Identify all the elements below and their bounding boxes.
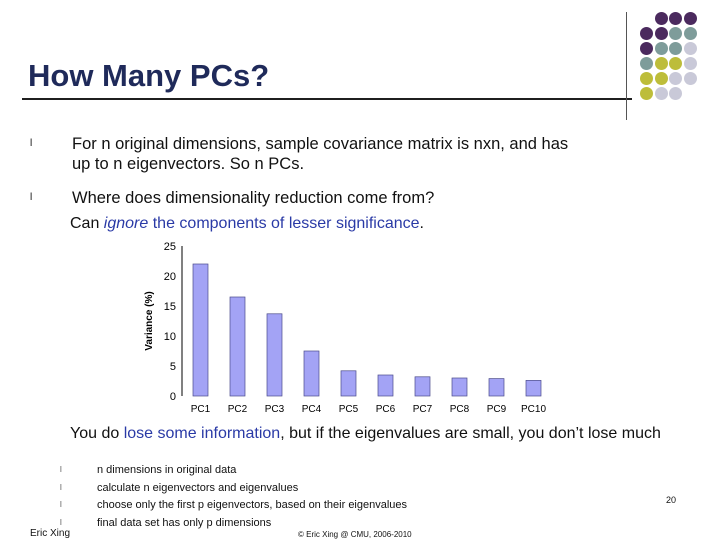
decorative-vertical-rule (626, 12, 627, 120)
x-tick-label: PC10 (521, 404, 546, 415)
note-rest: , but if the eigenvalues are small, you … (280, 425, 661, 442)
footer-copyright: © Eric Xing @ CMU, 2006-2010 (298, 530, 412, 539)
decorative-dot (654, 42, 668, 55)
x-tick-label: PC4 (302, 404, 322, 415)
y-tick-label: 10 (164, 331, 176, 343)
decorative-dot (640, 27, 653, 40)
decorative-dot (683, 42, 697, 55)
bullet-1: l For n original dimensions, sample cova… (30, 134, 670, 174)
bullet-marker: l (60, 482, 62, 492)
bar-pc1 (192, 263, 209, 397)
decorative-dot (683, 12, 697, 25)
step-text: final data set has only p dimensions (97, 516, 272, 529)
slide-title: How Many PCs? (28, 58, 270, 93)
decorative-dot (669, 72, 682, 85)
x-tick-label: PC7 (413, 404, 433, 415)
decorative-dot (669, 27, 682, 40)
bullet-marker: l (60, 517, 62, 527)
bullet-marker: l (30, 192, 33, 203)
decorative-dot (640, 87, 653, 100)
information-loss-note: You do lose some information, but if the… (70, 424, 670, 443)
title-underline (22, 98, 632, 100)
bullet-marker: l (60, 500, 62, 509)
decorative-dot (683, 72, 697, 85)
note-highlight: lose some information (123, 425, 281, 442)
x-tick-label: PC1 (191, 404, 211, 415)
y-axis-label: Variance (%) (144, 291, 155, 350)
decorative-dot (654, 27, 668, 40)
y-tick-label: 0 (170, 391, 176, 403)
bar-pc4 (303, 350, 320, 397)
bar-pc6 (377, 374, 394, 397)
x-tick-label: PC2 (228, 404, 248, 415)
bullet-marker: l (60, 465, 62, 474)
x-tick-label: PC3 (265, 404, 285, 415)
variance-bar-chart: 0 5 10 15 20 25 Variance (%) PC1 PC2 PC3 PC4 PC5 PC6… (144, 241, 546, 415)
bar-pc10 (525, 380, 542, 397)
footer-author: Eric Xing (30, 528, 71, 539)
y-tick-label: 25 (164, 241, 176, 253)
sub-point-prefix: Can (70, 215, 104, 232)
sub-point-ignore: ignore (103, 215, 149, 232)
decorative-dot-grid (640, 12, 720, 108)
bar-pc2 (229, 296, 246, 397)
decorative-dot (683, 57, 697, 70)
decorative-dot (640, 42, 653, 55)
note-prefix: You do (70, 425, 124, 442)
decorative-dot (640, 57, 653, 70)
sub-point-rest: the components of lesser significance (148, 215, 420, 232)
step-text: calculate n eigenvectors and eigenvalues (97, 481, 299, 494)
bar-pc7 (414, 376, 431, 397)
y-tick-label: 15 (164, 301, 176, 313)
y-tick-label: 20 (164, 271, 176, 283)
step-text: n dimensions in original data (97, 464, 237, 476)
bar-pc3 (266, 313, 283, 397)
step-text: choose only the first p eigenvectors, ba… (97, 499, 408, 511)
bar-pc9 (488, 378, 505, 397)
bullet-1-text: For n original dimensions, sample covari… (72, 134, 568, 174)
x-tick-label: PC9 (487, 404, 507, 415)
sub-point: Can ignore the components of lesser sign… (70, 215, 424, 233)
decorative-dot (669, 57, 682, 70)
y-tick-label: 5 (170, 361, 176, 373)
bullet-2: l Where does dimensionality reduction co… (30, 188, 670, 210)
decorative-dot (683, 27, 697, 40)
bullet-1-line-2: up to n eigenvectors. So n PCs. (72, 155, 305, 173)
decorative-dot (654, 87, 668, 100)
page-number: 20 (666, 495, 677, 505)
bullet-2-text: Where does dimensionality reduction come… (72, 189, 435, 207)
x-tick-label: PC6 (376, 404, 396, 415)
x-tick-label: PC8 (450, 404, 470, 415)
bullet-marker: l (30, 138, 33, 149)
decorative-dot (669, 87, 682, 100)
decorative-dot (669, 12, 682, 25)
decorative-dot (640, 72, 653, 85)
x-tick-label: PC5 (339, 404, 359, 415)
decorative-dot (654, 72, 668, 85)
decorative-dot (654, 57, 668, 70)
decorative-dot (654, 12, 668, 25)
sub-point-period: . (419, 215, 424, 232)
decorative-dot (669, 42, 682, 55)
bullet-1-line-1: For n original dimensions, sample covari… (72, 135, 569, 153)
bar-pc5 (340, 370, 357, 397)
bar-pc8 (451, 377, 468, 397)
